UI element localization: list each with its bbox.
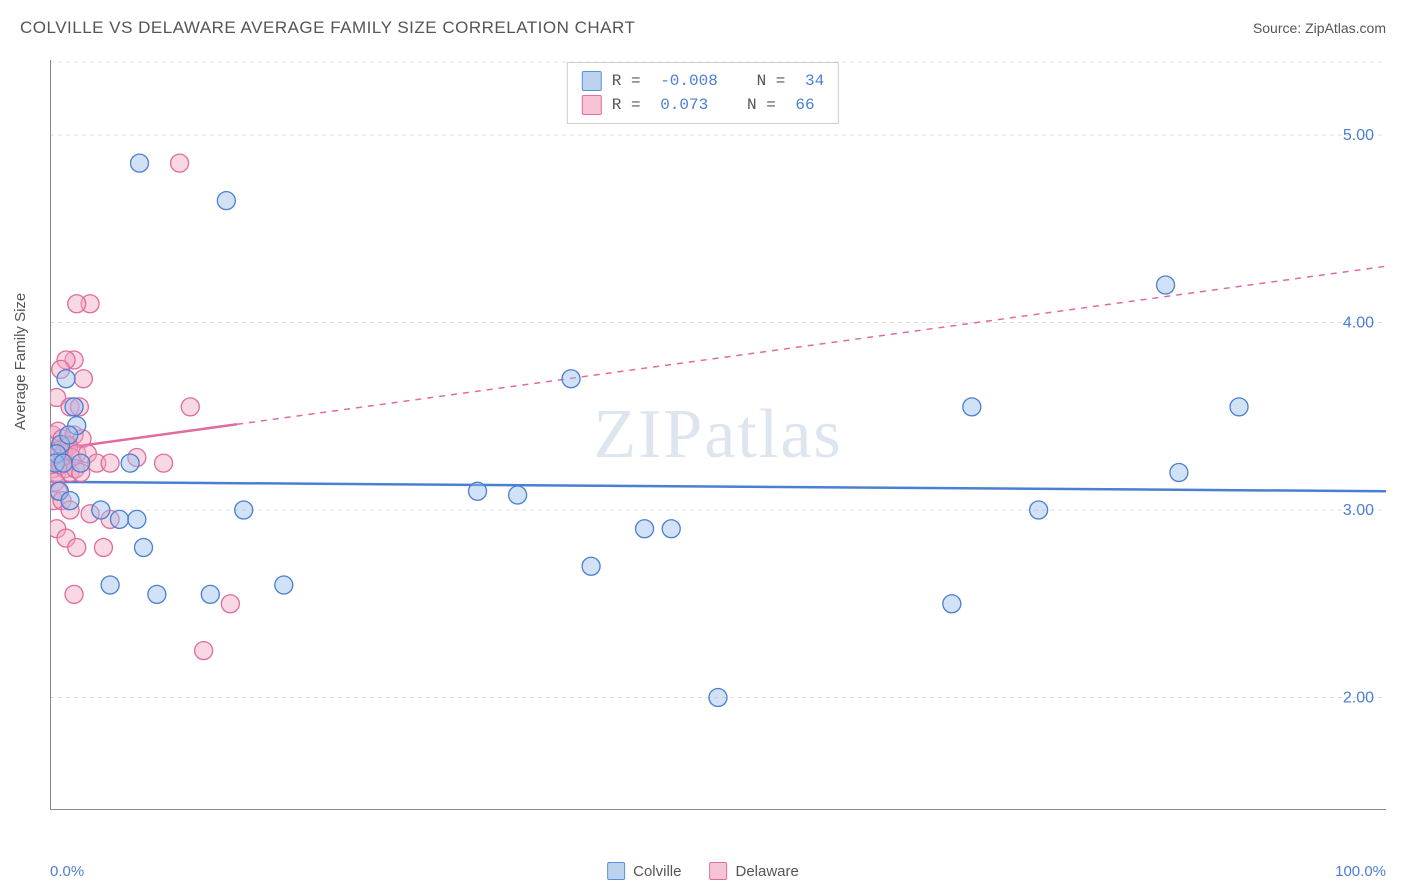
y-tick-label: 3.00	[1343, 502, 1374, 519]
y-tick-label: 5.00	[1343, 127, 1374, 144]
data-point	[61, 492, 79, 510]
data-point	[1170, 464, 1188, 482]
legend-label: Colville	[633, 863, 681, 880]
data-point	[72, 454, 90, 472]
data-point	[54, 454, 72, 472]
data-point	[74, 370, 92, 388]
data-point	[121, 454, 139, 472]
data-point	[101, 576, 119, 594]
data-point	[217, 192, 235, 210]
data-point	[943, 595, 961, 613]
data-point	[57, 370, 75, 388]
data-point	[148, 585, 166, 603]
legend-swatch	[607, 862, 625, 880]
data-point	[275, 576, 293, 594]
data-point	[181, 398, 199, 416]
data-point	[60, 426, 78, 444]
legend-stat-row: R = 0.073 N = 66	[582, 93, 824, 117]
data-point	[155, 454, 173, 472]
data-point	[662, 520, 680, 538]
data-point	[94, 539, 112, 557]
n-value: 66	[795, 93, 814, 117]
data-point	[65, 398, 83, 416]
r-value: 0.073	[660, 93, 708, 117]
n-label: N =	[718, 93, 785, 117]
r-value: -0.008	[660, 69, 718, 93]
x-axis-max-label: 100.0%	[1335, 863, 1386, 880]
legend-label: Delaware	[735, 863, 798, 880]
chart-plot-area: 2.003.004.005.00 ZIPatlas	[50, 60, 1386, 810]
data-point	[92, 501, 110, 519]
legend-swatch	[709, 862, 727, 880]
data-point	[963, 398, 981, 416]
data-point	[65, 585, 83, 603]
legend-stat-row: R = -0.008 N = 34	[582, 69, 824, 93]
legend-swatch	[582, 95, 602, 115]
data-point	[509, 486, 527, 504]
data-point	[135, 539, 153, 557]
legend-item: Delaware	[709, 862, 798, 880]
data-point	[1230, 398, 1248, 416]
legend-item: Colville	[607, 862, 681, 880]
data-point	[235, 501, 253, 519]
data-point	[171, 154, 189, 172]
y-tick-label: 4.00	[1343, 315, 1374, 332]
x-axis-min-label: 0.0%	[50, 863, 84, 880]
y-tick-label: 2.00	[1343, 690, 1374, 707]
data-point	[709, 689, 727, 707]
data-point	[110, 510, 128, 528]
correlation-legend: R = -0.008 N = 34R = 0.073 N = 66	[567, 62, 839, 124]
data-point	[1157, 276, 1175, 294]
data-point	[1030, 501, 1048, 519]
n-value: 34	[805, 69, 824, 93]
data-point	[68, 539, 86, 557]
data-point	[128, 510, 146, 528]
data-point	[201, 585, 219, 603]
r-label: R =	[612, 93, 650, 117]
data-point	[195, 642, 213, 660]
data-point	[636, 520, 654, 538]
chart-title: COLVILLE VS DELAWARE AVERAGE FAMILY SIZE…	[20, 18, 635, 38]
n-label: N =	[728, 69, 795, 93]
data-point	[131, 154, 149, 172]
r-label: R =	[612, 69, 650, 93]
data-point	[562, 370, 580, 388]
data-point	[582, 557, 600, 575]
data-point	[68, 295, 86, 313]
data-point	[101, 454, 119, 472]
y-axis-label: Average Family Size	[12, 293, 29, 430]
data-point	[469, 482, 487, 500]
legend-swatch	[582, 71, 602, 91]
series-legend: Colville Delaware	[607, 862, 799, 880]
data-point	[221, 595, 239, 613]
source-attribution: Source: ZipAtlas.com	[1253, 20, 1386, 36]
